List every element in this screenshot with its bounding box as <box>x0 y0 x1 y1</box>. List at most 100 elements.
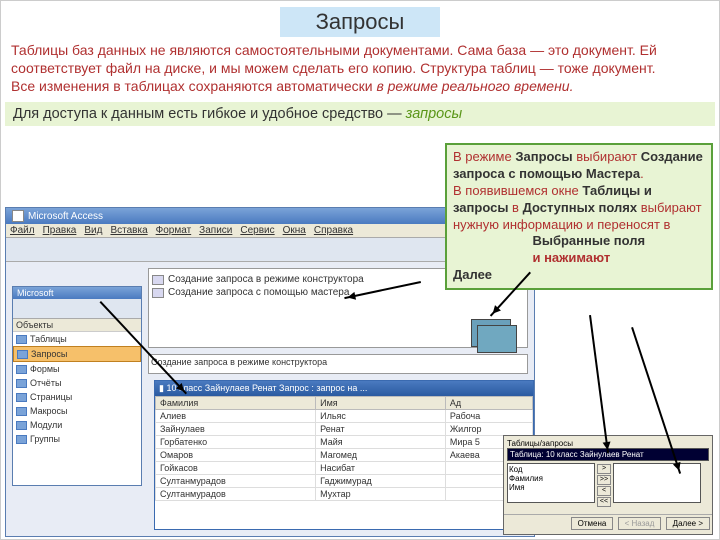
available-fields[interactable]: КодФамилияИмя <box>507 463 595 503</box>
menu-item[interactable]: Файл <box>10 225 35 236</box>
para1-text: Таблицы баз данных не являются самостоят… <box>11 42 657 76</box>
cell[interactable]: Гаджимурад <box>316 475 446 488</box>
sidebar-item[interactable]: Запросы <box>13 346 141 362</box>
sidebar-label: Таблицы <box>30 334 67 344</box>
move-right-button[interactable]: > <box>597 464 611 474</box>
ov-sp5 <box>453 250 532 265</box>
ov-l1a: В режиме <box>453 149 515 164</box>
cell[interactable]: Зайнулаев <box>156 423 316 436</box>
cell[interactable]: Омаров <box>156 449 316 462</box>
move-left-button[interactable]: < <box>597 486 611 496</box>
object-icon <box>16 335 27 344</box>
sidebar-item[interactable]: Макросы <box>13 404 141 418</box>
sidebar-label: Запросы <box>31 349 67 359</box>
object-icon <box>17 350 28 359</box>
database-window: Microsoft Объекты Таблицы Запросы Формы Отч… <box>12 286 142 486</box>
field-item[interactable]: Фамилия <box>509 474 593 483</box>
cell[interactable]: Майя <box>316 436 446 449</box>
slide-title: Запросы <box>280 7 440 37</box>
sidebar-label: Страницы <box>30 392 72 402</box>
db-toolbar[interactable] <box>13 299 141 319</box>
menu-item[interactable]: Окна <box>283 225 306 236</box>
objects-label: Объекты <box>16 320 53 330</box>
back-button[interactable]: < Назад <box>618 517 662 530</box>
sidebar-item[interactable]: Группы <box>13 432 141 446</box>
object-icon <box>16 393 27 402</box>
move-all-left-button[interactable]: << <box>597 497 611 507</box>
sidebar-item[interactable]: Отчёты <box>13 376 141 390</box>
next-button[interactable]: Далее > <box>666 517 710 530</box>
table-row[interactable]: СултанмурадовМухтар <box>156 488 533 501</box>
cell[interactable]: Султанмурадов <box>156 475 316 488</box>
table-row[interactable]: АлиевИльясРабоча <box>156 410 533 423</box>
cell[interactable]: Магомед <box>316 449 446 462</box>
template-label: Создание запроса в режиме конструктора <box>168 274 364 285</box>
cell[interactable]: Алиев <box>156 410 316 423</box>
template-icon <box>152 288 164 298</box>
cell[interactable]: Горбатенко <box>156 436 316 449</box>
cell[interactable]: Насибат <box>316 462 446 475</box>
table-row[interactable]: ЗайнулаевРенатЖилгор <box>156 423 533 436</box>
query-table[interactable]: ФамилияИмяАдАлиевИльясРабочаЗайнулаевРен… <box>155 396 533 501</box>
object-icon <box>16 435 27 444</box>
cell[interactable]: Жилгор <box>445 423 532 436</box>
wizard-icon <box>471 319 521 359</box>
sidebar-label: Отчёты <box>30 378 61 388</box>
menu-item[interactable]: Правка <box>43 225 77 236</box>
combo-val: Таблица: 10 класс Зайнулаев Ренат <box>510 450 644 459</box>
field-item[interactable]: Имя <box>509 483 593 492</box>
cell[interactable]: Рабоча <box>445 410 532 423</box>
object-icon <box>16 407 27 416</box>
sidebar-item[interactable]: Страницы <box>13 390 141 404</box>
db-title-text: Microsoft <box>17 288 54 298</box>
cell[interactable]: Ренат <box>316 423 446 436</box>
menu-item[interactable]: Формат <box>156 225 192 236</box>
para1c-text: в режиме реального времени. <box>376 78 573 94</box>
cell[interactable]: Мухтар <box>316 488 446 501</box>
template-icon <box>152 275 164 285</box>
field-item[interactable]: Код <box>509 465 593 474</box>
move-all-right-button[interactable]: >> <box>597 475 611 485</box>
objects-list: Таблицы Запросы Формы Отчёты Страницы Макросы… <box>13 332 141 446</box>
query-title-text: 10 класс Зайнулаев Ренат Запрос : запрос… <box>166 383 367 393</box>
menu-item[interactable]: Справка <box>314 225 353 236</box>
table-row[interactable]: ГойкасовНасибат <box>156 462 533 475</box>
sidebar-item[interactable]: Таблицы <box>13 332 141 346</box>
object-icon <box>16 365 27 374</box>
ov-l3a: В появившемся окне <box>453 183 582 198</box>
col-header[interactable]: Ад <box>445 397 532 410</box>
cell[interactable]: Султанмурадов <box>156 488 316 501</box>
highlight-band: Для доступа к данным есть гибкое и удобн… <box>5 102 715 126</box>
sidebar-label: Макросы <box>30 406 68 416</box>
menu-item[interactable]: Записи <box>199 225 232 236</box>
sidebar-label: Формы <box>30 364 60 374</box>
sidebar-item[interactable]: Модули <box>13 418 141 432</box>
sidebar-item[interactable]: Формы <box>13 362 141 376</box>
title-text: Запросы <box>316 9 405 34</box>
table-row[interactable]: СултанмурадовГаджимурад <box>156 475 533 488</box>
instruction-overlay: В режиме Запросы выбирают Создание запро… <box>445 143 713 290</box>
band2-b: запросы <box>406 106 463 122</box>
sidebar-label: Модули <box>30 420 62 430</box>
col-header[interactable]: Имя <box>316 397 446 410</box>
menu-item[interactable]: Вставка <box>110 225 147 236</box>
object-icon <box>16 421 27 430</box>
paragraph-1: Таблицы баз данных не являются самостоят… <box>11 41 709 96</box>
selected-fields[interactable] <box>613 463 701 503</box>
para1b-text: Все изменения в таблицах сохраняются авт… <box>11 78 376 94</box>
ov-l1c: выбирают <box>576 149 637 164</box>
dup-text: Создание запроса в режиме конструктора <box>151 357 327 367</box>
object-icon <box>16 379 27 388</box>
cell[interactable]: Гойкасов <box>156 462 316 475</box>
cell[interactable]: Ильяс <box>316 410 446 423</box>
ov-l3d: Доступных полях <box>523 200 638 215</box>
table-row[interactable]: ОмаровМагомедАкаева <box>156 449 533 462</box>
ov-l3c: в <box>508 200 522 215</box>
table-row[interactable]: ГорбатенкоМайяМира 5 <box>156 436 533 449</box>
ov-sp4 <box>453 233 532 248</box>
cancel-button[interactable]: Отмена <box>571 517 614 530</box>
col-header[interactable]: Фамилия <box>156 397 316 410</box>
move-buttons: > >> < << <box>597 463 611 508</box>
menu-item[interactable]: Вид <box>84 225 102 236</box>
menu-item[interactable]: Сервис <box>240 225 274 236</box>
